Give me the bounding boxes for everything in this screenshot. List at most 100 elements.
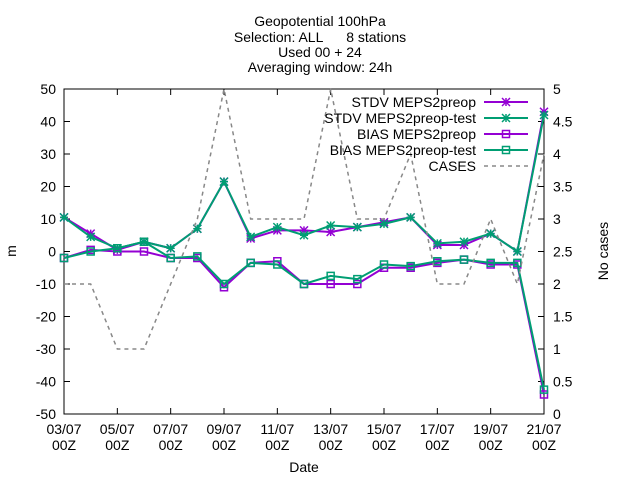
y-tick-label: 0 <box>48 244 56 260</box>
y2-tick-label: 4.5 <box>553 114 573 130</box>
data-point <box>86 232 96 242</box>
y2-axis-label: No cases <box>595 222 611 280</box>
y2-tick-label: 1 <box>553 341 561 357</box>
y2-tick-label: 0 <box>553 406 561 422</box>
legend-swatch-marker <box>501 145 511 155</box>
x-tick-label-hour: 00Z <box>479 437 504 453</box>
data-point <box>326 271 335 281</box>
data-point <box>299 230 309 240</box>
y2-tick-label: 2 <box>553 276 561 292</box>
legend-entry: STDV MEPS2preop-test <box>324 110 528 126</box>
data-point <box>379 219 389 229</box>
x-tick-label-hour: 00Z <box>372 437 397 453</box>
y-tick-label: -20 <box>36 309 56 325</box>
legend-entry: STDV MEPS2preop <box>352 94 528 110</box>
data-point <box>166 243 176 253</box>
series-layer <box>59 88 549 399</box>
y-tick-label: -50 <box>36 406 56 422</box>
series-cases <box>64 88 545 350</box>
y-tick-label: 40 <box>40 114 56 130</box>
legend-label: BIAS MEPS2preop <box>357 126 476 142</box>
data-point <box>406 261 415 271</box>
y-tick-label: 10 <box>40 211 56 227</box>
legend-entry: CASES <box>429 158 528 174</box>
data-point <box>326 220 336 231</box>
y2-tick-label: 0.5 <box>553 374 573 390</box>
legend-swatch-marker <box>501 97 511 107</box>
x-tick-label-hour: 00Z <box>212 437 237 453</box>
x-tick-label: 19/07 <box>473 421 508 437</box>
data-point <box>486 229 496 239</box>
legend-swatch-marker <box>501 113 511 123</box>
x-tick-label: 11/07 <box>260 421 294 437</box>
series-bias-meps2preop-test <box>59 237 549 394</box>
y2-tick-label: 1.5 <box>553 309 573 325</box>
y2-tick-label: 5 <box>553 81 561 97</box>
x-tick-label-hour: 00Z <box>319 437 344 453</box>
legend-entry: BIAS MEPS2preop-test <box>330 142 528 158</box>
x-tick-label: 07/07 <box>153 421 188 437</box>
data-point <box>59 212 69 222</box>
y-tick-label: -40 <box>36 374 56 390</box>
data-point <box>273 260 282 269</box>
title-line-3: Used 00 + 24 <box>278 44 362 60</box>
x-tick-label-hour: 00Z <box>532 437 557 453</box>
title-line-1: Geopotential 100hPa <box>254 13 386 29</box>
x-tick-label-hour: 00Z <box>159 437 184 453</box>
x-tick-label: 03/07 <box>46 421 81 437</box>
axes: -50 -40 -30 -20 -10 0 10 20 30 40 50 0 0.5 1 1.5 2 2.5 3 3… <box>36 81 573 453</box>
data-point <box>246 232 256 242</box>
x-tick-label-hour: 00Z <box>105 437 130 453</box>
x-tick-label-hour: 00Z <box>52 437 77 453</box>
x-tick-label: 15/07 <box>366 421 401 437</box>
x-tick-label: 17/07 <box>420 421 455 437</box>
data-point <box>406 212 416 222</box>
series-line <box>64 88 545 350</box>
x-tick-label-hour: 00Z <box>265 437 290 453</box>
data-point <box>433 257 442 266</box>
y-tick-label: -30 <box>36 341 56 357</box>
data-point <box>272 222 282 232</box>
data-point <box>193 252 202 261</box>
data-point <box>353 279 362 289</box>
data-point <box>219 279 229 289</box>
series-line <box>63 248 545 395</box>
data-point <box>219 177 229 187</box>
data-point <box>353 274 362 284</box>
legend-label: BIAS MEPS2preop-test <box>330 142 476 158</box>
x-tick-label-hour: 00Z <box>425 437 450 453</box>
x-axis-label: Date <box>289 459 319 475</box>
data-point <box>139 247 149 256</box>
data-point <box>459 255 469 264</box>
data-point <box>326 279 335 289</box>
data-point <box>299 279 309 289</box>
data-point <box>459 237 469 247</box>
series-bias-meps2preop <box>59 245 549 399</box>
data-point <box>59 253 69 263</box>
y-axis-label: m <box>3 245 19 257</box>
chart-title: Geopotential 100hPa Selection: ALL 8 sta… <box>234 13 406 75</box>
data-point <box>246 258 255 268</box>
x-tick-label: 13/07 <box>313 421 348 437</box>
data-point <box>539 385 549 394</box>
title-line-2: Selection: ALL 8 stations <box>234 29 406 45</box>
data-point <box>539 390 549 399</box>
data-point <box>352 222 362 232</box>
data-point <box>113 244 122 253</box>
y2-tick-label: 2.5 <box>553 244 573 260</box>
data-point <box>513 258 522 268</box>
data-point <box>379 260 389 269</box>
x-tick-label: 21/07 <box>526 421 561 437</box>
title-line-4: Averaging window: 24h <box>248 59 393 75</box>
x-tick-label: 09/07 <box>206 421 241 437</box>
data-point <box>539 110 549 120</box>
legend-entry: BIAS MEPS2preop <box>357 126 528 142</box>
x-tick-label: 05/07 <box>100 421 135 437</box>
legend-label: STDV MEPS2preop-test <box>324 110 476 126</box>
legend-label: STDV MEPS2preop <box>352 94 477 110</box>
y-tick-label: 30 <box>40 146 56 162</box>
legend-label: CASES <box>429 158 476 174</box>
y-tick-label: 50 <box>40 81 56 97</box>
